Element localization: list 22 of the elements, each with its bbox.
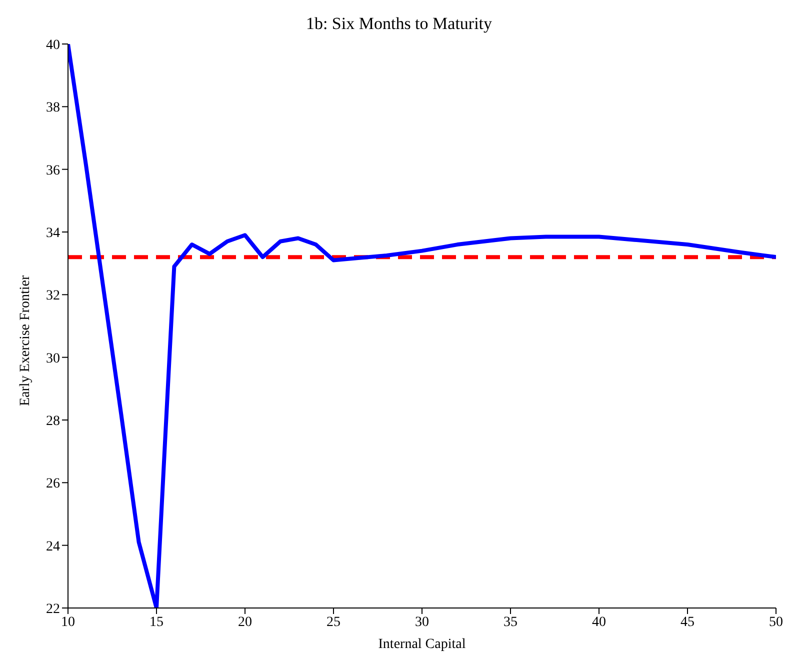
x-tick-label: 15 (150, 614, 164, 630)
x-tick-label: 45 (680, 614, 694, 630)
x-tick-label: 40 (592, 614, 606, 630)
y-tick-label: 38 (46, 100, 60, 116)
y-tick-label: 34 (46, 226, 60, 241)
y-axis-title: Early Exercise Frontier (18, 275, 33, 406)
chart-title: 1b: Six Months to Maturity (304, 14, 494, 34)
x-tick-label: 20 (238, 614, 252, 630)
x-axis-title: Internal Capital (378, 637, 466, 652)
x-tick-label: 50 (769, 614, 783, 630)
y-tick-label: 32 (46, 288, 60, 304)
y-tick-label: 28 (46, 414, 60, 429)
x-tick-label: 30 (415, 614, 429, 630)
y-tick-label: 30 (46, 351, 60, 366)
y-tick-label: 26 (46, 476, 60, 492)
x-tick-label: 25 (326, 614, 340, 630)
x-tick-label: 10 (61, 614, 75, 630)
y-tick-label: 36 (46, 163, 60, 178)
y-tick-label: 22 (46, 602, 60, 617)
y-tick-label: 24 (46, 539, 60, 554)
y-tick-label: 40 (46, 38, 60, 53)
x-tick-label: 35 (504, 614, 518, 630)
